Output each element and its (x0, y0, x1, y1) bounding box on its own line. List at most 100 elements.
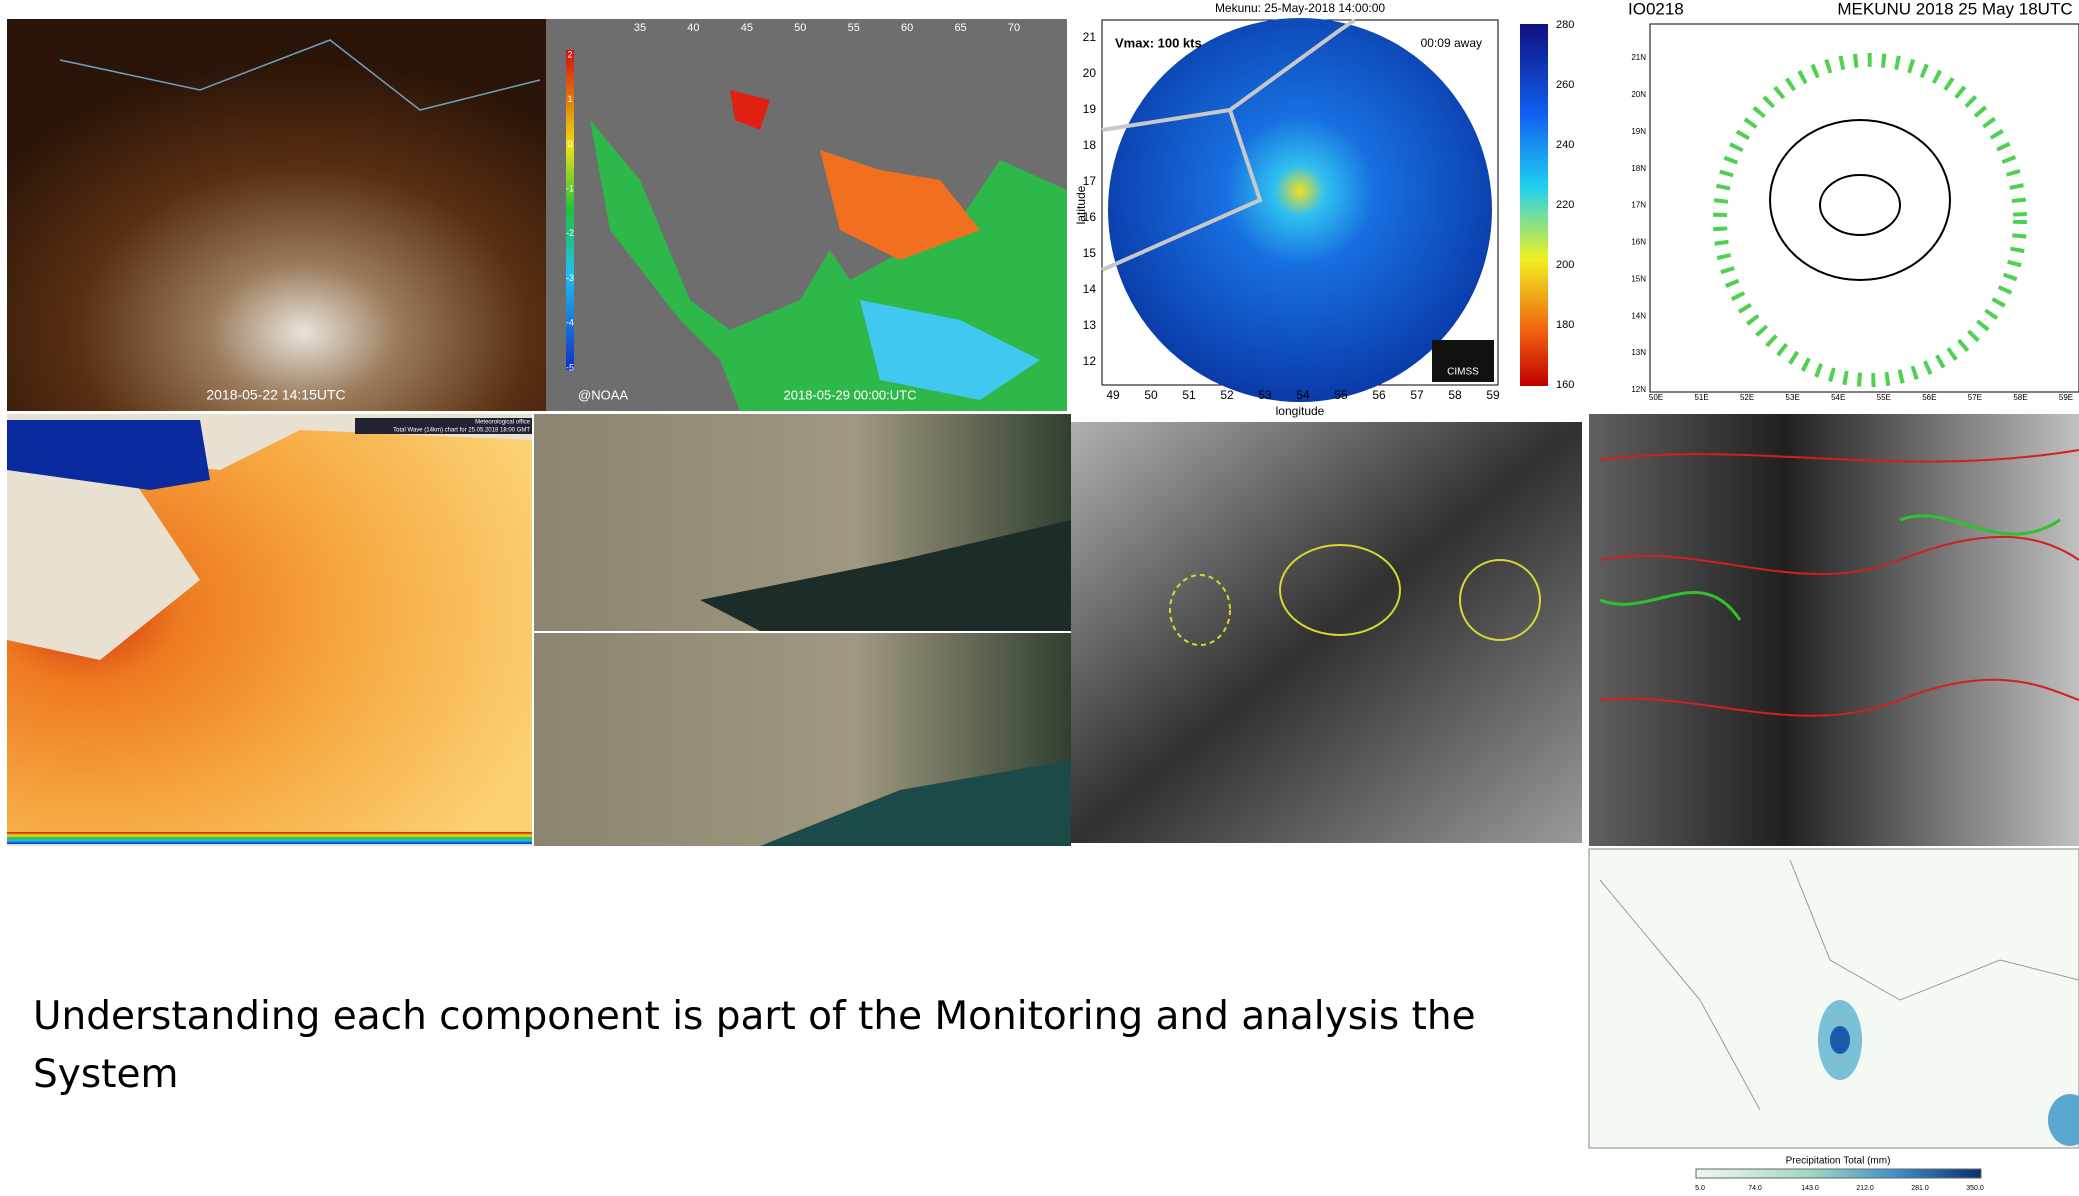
colorbar-tick: 220 (1556, 199, 1574, 211)
lon-tick: 54 (1296, 388, 1310, 402)
lon-tick: 49 (1106, 388, 1120, 402)
org: Meteorological office (475, 420, 531, 426)
timestamp: 2018-05-22 14:15UTC (206, 387, 345, 403)
lon-tick: 53 (1258, 388, 1272, 402)
lon-tick: 58 (1448, 388, 1462, 402)
lon-tick: 50E (1649, 393, 1663, 402)
radar-title: Mekunu: 25-May-2018 14:00:00 (1215, 1, 1385, 15)
lat-tick: 14 (1083, 282, 1097, 296)
precip-tick: 143.0 (1801, 1185, 1819, 1192)
wave-panel: Meteorological office Total Wave (14km) … (7, 414, 532, 846)
precip-tick: 212.0 (1856, 1185, 1874, 1192)
stream-panel (1589, 414, 2079, 846)
scale-label: -1 (566, 184, 574, 194)
lat-tick: 19N (1631, 127, 1646, 136)
lat-tick: 12 (1083, 354, 1097, 368)
lat-tick: 13 (1083, 318, 1097, 332)
lon-label: 70 (1008, 22, 1020, 34)
lat-tick: 21 (1083, 30, 1097, 44)
lat-tick: 17 (1083, 174, 1097, 188)
colorbar-tick: 280 (1556, 19, 1574, 31)
lon-tick: 57E (1968, 393, 1982, 402)
chart-title: MEKUNU 2018 25 May 18UTC (1837, 0, 2072, 18)
logo: CIMSS (1447, 367, 1479, 378)
colorbar-tick: 240 (1556, 139, 1574, 151)
precip-tick: 350.0 (1966, 1185, 1984, 1192)
lon-tick: 52E (1740, 393, 1754, 402)
scale-label: 1 (567, 94, 572, 104)
wv-image (1071, 422, 1582, 843)
lat-tick: 15 (1083, 246, 1097, 260)
lon-label: 40 (687, 22, 699, 34)
lon-tick: 53E (1786, 393, 1800, 402)
precip-core (1830, 1026, 1850, 1054)
lon-label: 45 (741, 22, 753, 34)
lat-tick: 15N (1631, 274, 1646, 283)
lon-label: 60 (901, 22, 913, 34)
slide: 2018-05-22 14:15UTC @NOAA 2018-05-29 00:… (0, 0, 2079, 1196)
lat-tick: 18N (1631, 164, 1646, 173)
scale-label: -2 (566, 228, 574, 238)
scale-label: 2 (567, 49, 572, 59)
scale-label: -3 (566, 273, 574, 283)
radar-panel: Mekunu: 25-May-2018 14:00:00 Vmax: 100 k… (1071, 0, 1584, 422)
lat-tick: 19 (1083, 102, 1097, 116)
lat-tick: 20 (1083, 66, 1097, 80)
timestamp: 2018-05-29 00:00:UTC (784, 387, 917, 402)
lon-tick: 56 (1372, 388, 1386, 402)
colorbar-tick: 160 (1556, 379, 1574, 391)
title: Total Wave (14km) chart for 25.05.2018 1… (393, 428, 530, 434)
lat-tick: 16 (1083, 210, 1097, 224)
lat-tick: 12N (1631, 385, 1646, 394)
lat-tick: 18 (1083, 138, 1097, 152)
colorbar-tick: 180 (1556, 319, 1574, 331)
precip-label: Precipitation Total (mm) (1786, 1156, 1891, 1167)
wind-panel: IO0218 MEKUNU 2018 25 May 18UTC (1591, 0, 2079, 404)
lon-tick: 51 (1182, 388, 1196, 402)
scale-label: -4 (566, 318, 574, 328)
lon-tick: 51E (1694, 393, 1708, 402)
lon-tick: 59 (1486, 388, 1500, 402)
lat-tick: 17N (1631, 201, 1646, 210)
precip-colorbar (1696, 1169, 1981, 1178)
satellite-panel: 2018-05-22 14:15UTC (7, 19, 546, 411)
precip-tick: 5.0 (1695, 1185, 1705, 1192)
plot-area (1650, 24, 2079, 392)
lon-tick: 50 (1144, 388, 1158, 402)
lon-label: 65 (954, 22, 966, 34)
lon-label: 35 (634, 22, 646, 34)
colorbar-tick: 200 (1556, 259, 1574, 271)
credit: @NOAA (578, 387, 628, 402)
sst-panel: @NOAA 2018-05-29 00:00:UTC (546, 19, 1067, 411)
scale-label: -5 (566, 362, 574, 372)
lon-label: 50 (794, 22, 806, 34)
x-label: longitude (1276, 404, 1325, 418)
caption: Understanding each component is part of … (33, 988, 1493, 1104)
lon-tick: 54E (1831, 393, 1845, 402)
stream-image (1589, 414, 2079, 846)
vmax: Vmax: 100 kts (1115, 35, 1202, 50)
lon-tick: 55E (1877, 393, 1891, 402)
coastal-panel (534, 414, 1071, 846)
precip-tick: 281.0 (1911, 1185, 1929, 1192)
precip-map (1589, 849, 2079, 1148)
away: 00:09 away (1421, 36, 1482, 50)
lon-tick: 55 (1334, 388, 1348, 402)
wave-colorbar (7, 832, 532, 844)
lon-tick: 59E (2059, 393, 2073, 402)
precip-panel: Precipitation Total (mm) (1589, 849, 2079, 1178)
lon-tick: 58E (2013, 393, 2027, 402)
wv-panel (1071, 422, 1582, 843)
lon-tick: 56E (1922, 393, 1936, 402)
scale-label: 0 (567, 139, 572, 149)
lon-label: 55 (848, 22, 860, 34)
lat-tick: 16N (1631, 238, 1646, 247)
chart-id: IO0218 (1628, 0, 1684, 18)
lat-tick: 13N (1631, 348, 1646, 357)
satellite-image (7, 19, 546, 411)
lat-tick: 21N (1631, 53, 1646, 62)
lat-tick: 20N (1631, 90, 1646, 99)
radar-colorbar (1520, 24, 1548, 386)
precip-tick: 74.0 (1748, 1185, 1762, 1192)
lon-tick: 52 (1220, 388, 1234, 402)
